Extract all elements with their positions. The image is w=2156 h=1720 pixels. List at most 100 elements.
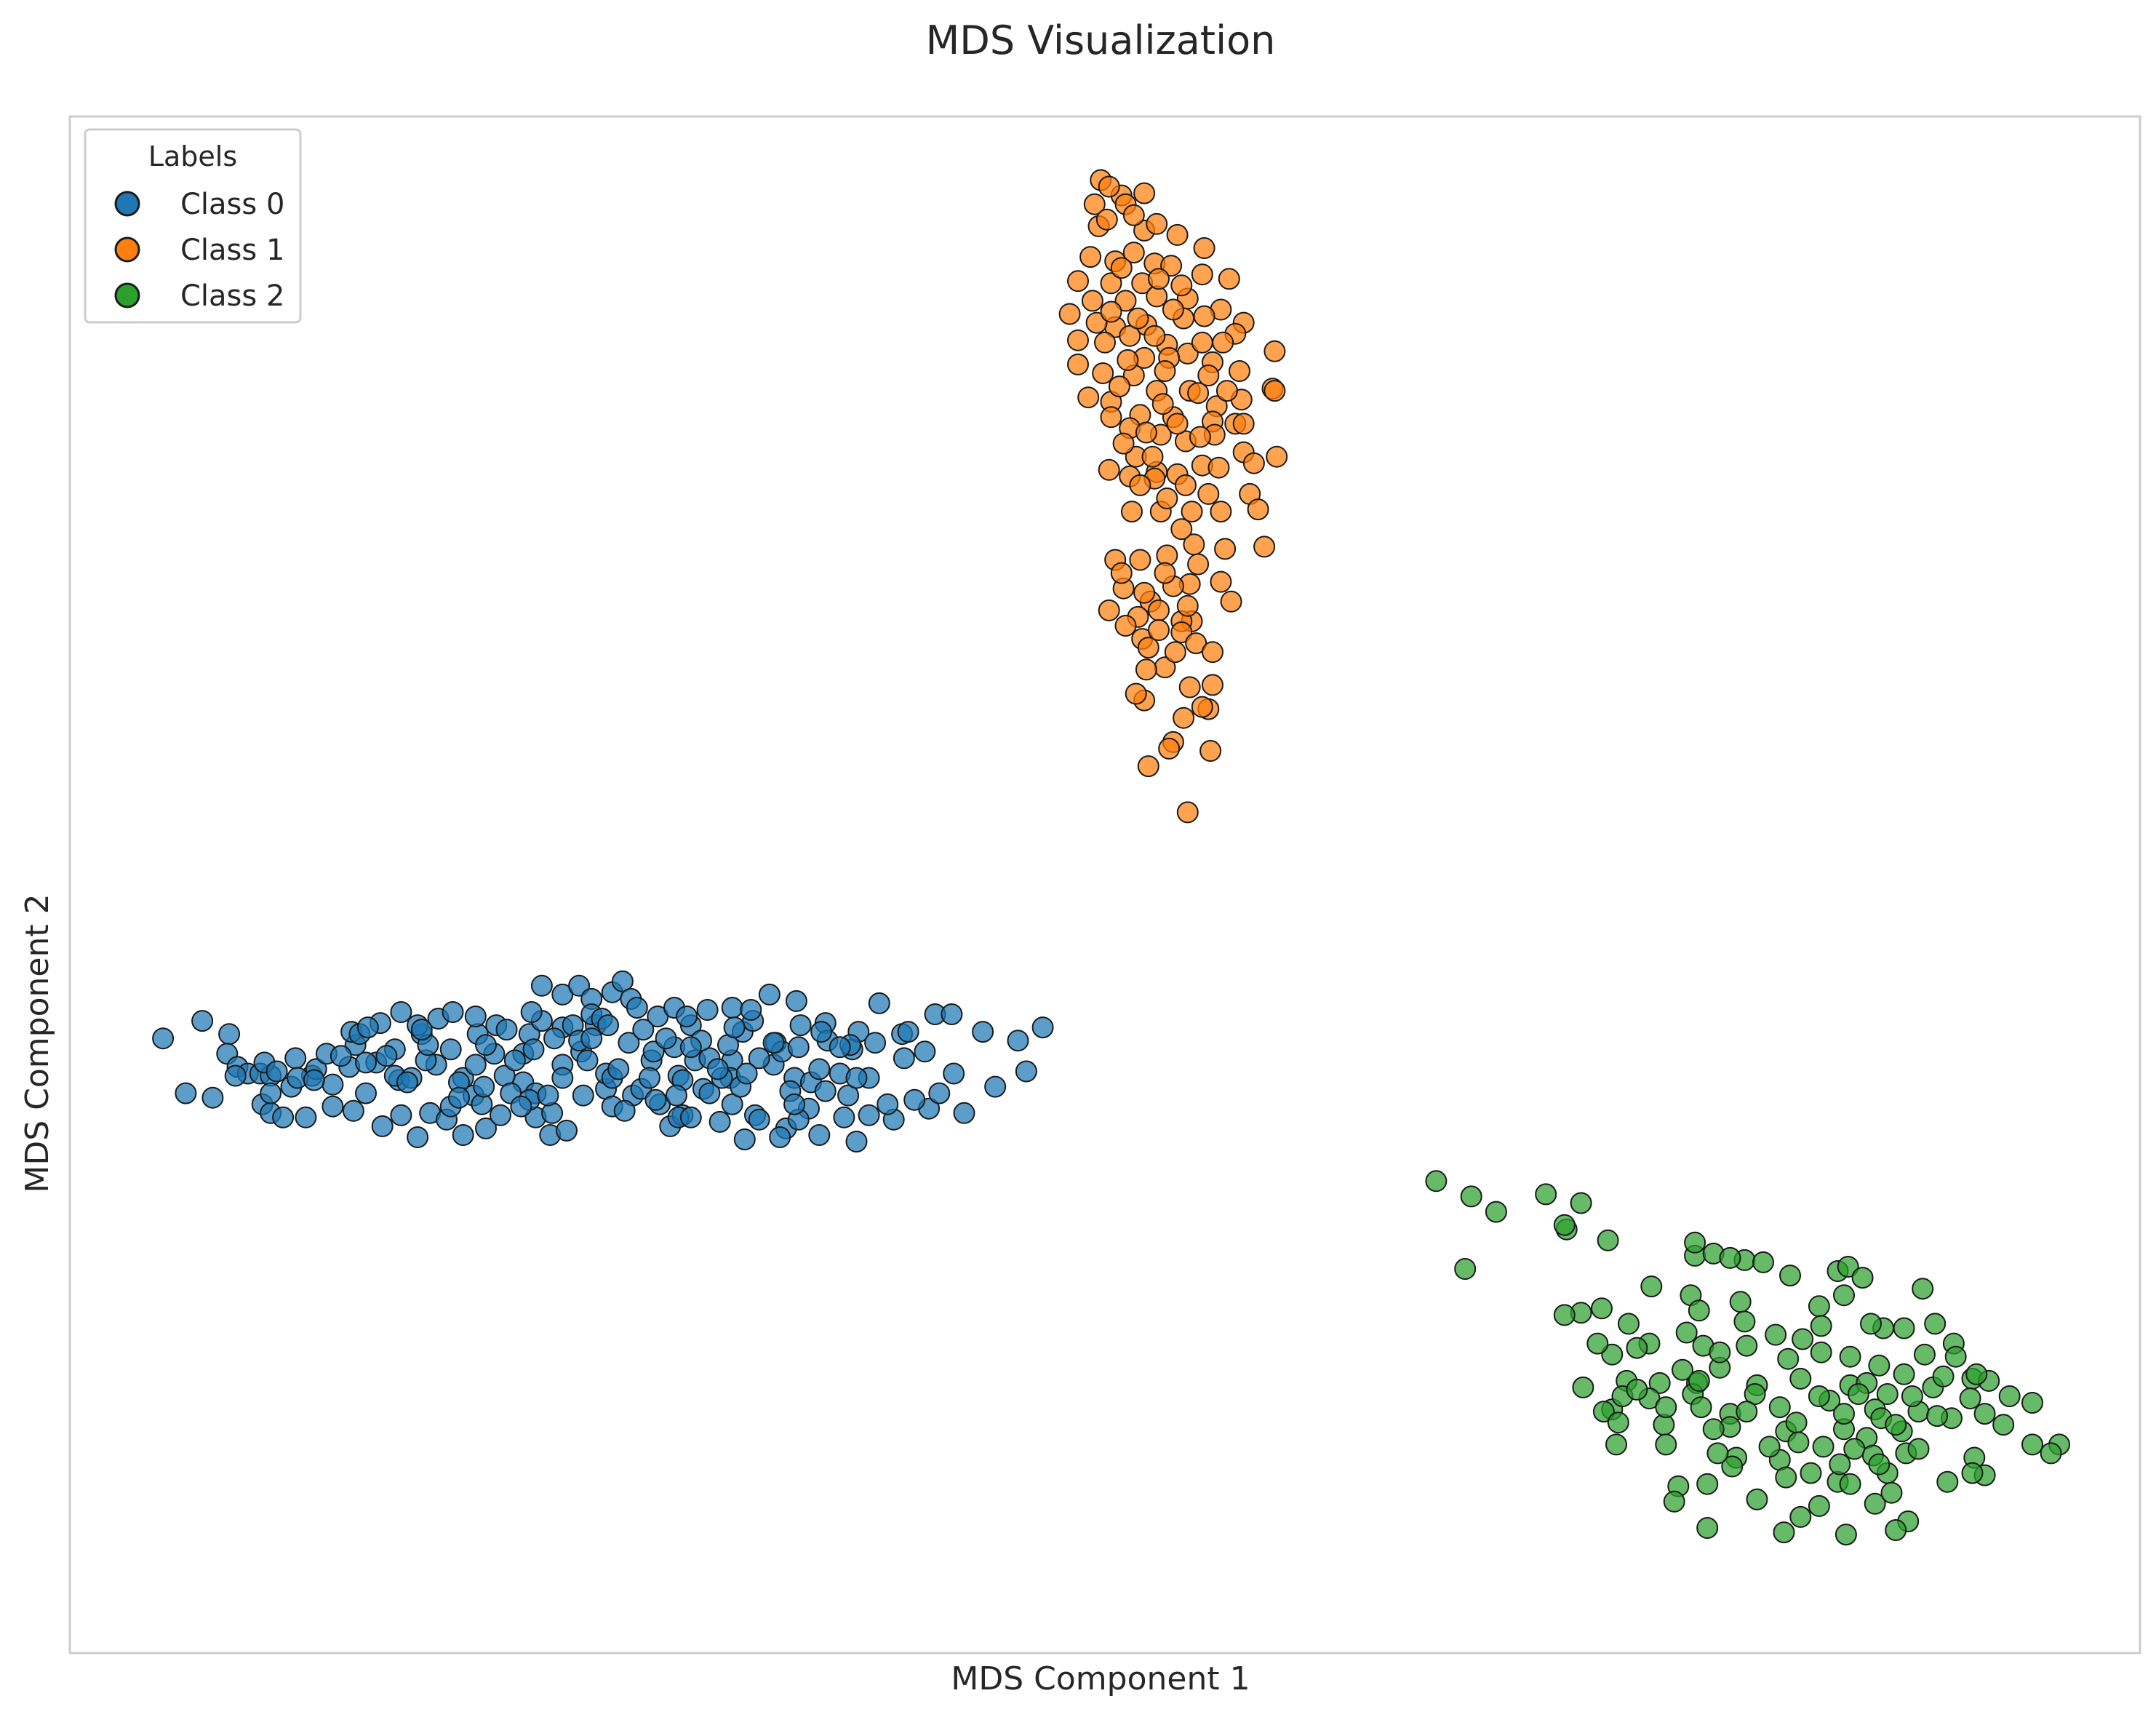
point-class-0-220 [845, 1067, 868, 1089]
point-class-0-117 [613, 1099, 636, 1122]
point-class-1-32 [1229, 360, 1250, 382]
point-class-0-127 [808, 1124, 831, 1146]
point-class-2-131 [1926, 1405, 1949, 1428]
point-class-2-102 [1688, 1299, 1710, 1322]
point-class-2-12 [1729, 1291, 1752, 1313]
point-class-2-104 [1810, 1315, 1832, 1337]
point-class-0-187 [543, 1027, 565, 1050]
point-class-2-109 [1672, 1358, 1693, 1381]
point-class-0-201 [551, 1067, 574, 1089]
point-class-1-95 [1137, 755, 1159, 778]
point-class-0-208 [833, 1106, 855, 1128]
point-class-1-134 [1098, 599, 1120, 621]
point-class-0-193 [789, 1014, 812, 1037]
point-class-0-161 [953, 1102, 975, 1124]
y-axis-label: MDS Component 2 [19, 893, 56, 1193]
point-class-1-136 [1164, 641, 1186, 664]
point-class-1-130 [1202, 641, 1223, 664]
point-class-2-77 [1721, 1455, 1744, 1478]
point-class-1-11 [1193, 237, 1215, 259]
point-class-2-39 [1789, 1367, 1812, 1390]
point-class-2-127 [1736, 1401, 1758, 1423]
point-class-0-119 [644, 1088, 667, 1111]
series-class-2 [1425, 1170, 2070, 1546]
point-class-0-214 [520, 1001, 543, 1023]
point-class-2-13 [1833, 1284, 1855, 1307]
point-class-2-49 [1768, 1396, 1791, 1419]
point-class-1-65 [1175, 474, 1197, 496]
point-class-1-149 [1108, 375, 1130, 398]
point-class-1-127 [1154, 562, 1176, 584]
point-class-2-124 [1965, 1363, 1988, 1385]
point-class-0-60 [201, 1086, 224, 1109]
point-class-2-118 [1688, 1369, 1710, 1392]
point-class-0-142 [721, 997, 743, 1019]
point-class-2-66 [1655, 1433, 1677, 1456]
point-class-2-129 [1833, 1403, 1855, 1425]
point-class-0-57 [1007, 1030, 1029, 1052]
point-class-1-7 [1122, 242, 1145, 264]
point-class-0-0 [152, 1027, 175, 1050]
point-class-2-29 [1839, 1345, 1861, 1368]
point-class-0-14 [355, 1082, 377, 1104]
point-class-0-176 [748, 1047, 770, 1070]
point-class-0-56 [972, 1021, 994, 1043]
point-class-0-93 [837, 1084, 860, 1107]
point-class-0-219 [787, 1036, 810, 1059]
point-class-0-2 [218, 1023, 241, 1046]
point-class-1-54 [1100, 406, 1122, 429]
point-class-2-111 [1777, 1347, 1800, 1370]
point-class-0-18 [439, 1038, 462, 1061]
point-class-0-131 [530, 974, 553, 997]
point-class-0-209 [877, 1093, 899, 1115]
point-class-0-188 [597, 1014, 619, 1037]
point-class-1-116 [1166, 413, 1189, 435]
series-class-0 [152, 970, 1054, 1152]
point-class-1-68 [1098, 458, 1120, 481]
point-class-2-93 [1553, 1214, 1576, 1236]
point-class-2-92 [1535, 1183, 1557, 1206]
point-class-2-133 [1706, 1442, 1729, 1465]
point-class-1-146 [1114, 290, 1137, 312]
point-class-1-98 [1083, 193, 1106, 215]
point-class-1-91 [1178, 676, 1201, 698]
point-class-2-120 [1808, 1385, 1830, 1407]
point-class-2-35 [1648, 1371, 1671, 1394]
point-class-0-200 [510, 1095, 532, 1118]
point-class-0-70 [407, 1126, 429, 1148]
point-class-0-50 [868, 992, 890, 1014]
point-class-1-125 [1133, 581, 1156, 604]
legend-box [84, 128, 302, 324]
point-class-0-190 [679, 1036, 702, 1059]
point-class-1-135 [1148, 619, 1170, 641]
point-class-1-13 [1100, 272, 1122, 295]
point-class-2-137 [1885, 1414, 1907, 1436]
point-class-1-41 [1067, 353, 1089, 375]
point-class-0-133 [568, 974, 591, 997]
legend-marker-class-1 [114, 236, 140, 263]
point-class-1-102 [1160, 255, 1183, 277]
x-axis-label: MDS Component 1 [951, 1660, 1250, 1697]
point-class-1-42 [1077, 386, 1100, 409]
point-class-1-62 [1266, 445, 1288, 468]
point-class-2-116 [1626, 1378, 1648, 1401]
legend-title: Labels [148, 140, 237, 172]
point-class-1-110 [1117, 349, 1139, 371]
point-class-2-138 [2021, 1433, 2043, 1456]
point-class-2-107 [1586, 1332, 1609, 1355]
point-class-2-67 [1702, 1418, 1725, 1441]
point-class-1-15 [1079, 246, 1102, 268]
point-class-1-100 [1122, 204, 1145, 226]
point-class-0-169 [495, 1019, 518, 1041]
point-class-2-100 [1912, 1278, 1934, 1300]
point-class-0-74 [475, 1117, 497, 1139]
point-class-2-76 [1696, 1473, 1719, 1495]
legend-label-class-0: Class 0 [180, 188, 284, 221]
point-class-0-81 [572, 1084, 594, 1107]
point-class-1-92 [1202, 674, 1223, 696]
point-class-2-112 [1810, 1341, 1832, 1363]
point-class-2-94 [1597, 1229, 1619, 1251]
point-class-1-107 [1191, 331, 1213, 354]
point-class-1-120 [1129, 474, 1151, 496]
point-class-0-66 [322, 1095, 344, 1118]
